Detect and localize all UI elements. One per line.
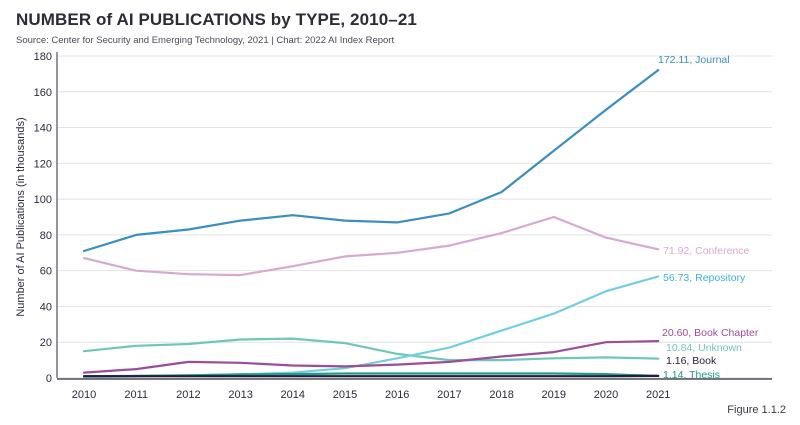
x-tick-label: 2019	[542, 389, 566, 401]
y-tick-label: 60	[40, 266, 52, 278]
x-tick-label: 2011	[124, 389, 148, 401]
x-tick-label: 2014	[281, 389, 305, 401]
x-tick-label: 2016	[385, 389, 409, 401]
grid-layer	[57, 55, 772, 379]
y-axis-title: Number of AI Publications (in thousands)	[15, 117, 27, 316]
y-tick-label: 80	[40, 230, 52, 242]
end-label-thesis: 1.14, Thesis	[663, 369, 720, 381]
y-tick-label: 40	[40, 301, 52, 313]
end-label-book: 1.16, Book	[666, 355, 717, 367]
y-tick-label: 140	[34, 123, 52, 135]
figure-number: Figure 1.1.2	[727, 404, 786, 416]
y-tick-label: 180	[34, 51, 52, 63]
end-label-conference: 71.92, Conference	[663, 245, 750, 257]
axis-layer: 0 20 40 60 80 100 120 140 160 180 2010 2011 2012 2013…	[15, 51, 772, 401]
x-tick-label: 2017	[437, 389, 461, 401]
end-label-unknown: 10.84, Unknown	[666, 342, 742, 354]
y-tick-label: 120	[34, 158, 52, 170]
series-layer	[82, 68, 660, 379]
label-layer: 172.11, Journal 71.92, Conference 56.73, R…	[658, 54, 759, 381]
series-line-conference	[82, 215, 660, 277]
y-tick-label: 0	[46, 373, 52, 385]
series-line-repository	[82, 275, 660, 379]
x-tick-label: 2012	[176, 389, 200, 401]
y-tick-label: 160	[34, 87, 52, 99]
chart-subtitle: Source: Center for Security and Emerging…	[16, 35, 395, 46]
end-label-repository: 56.73, Repository	[663, 272, 746, 284]
end-label-journal: 172.11, Journal	[658, 54, 730, 66]
series-line-journal	[82, 68, 660, 253]
x-tick-label: 2018	[489, 389, 513, 401]
series-line-unknown	[82, 337, 660, 362]
x-tick-label: 2015	[333, 389, 357, 401]
end-label-book-chapter: 20.60, Book Chapter	[662, 327, 759, 339]
y-tick-label: 100	[34, 194, 52, 206]
chart-title: NUMBER of AI PUBLICATIONS by TYPE, 2010–…	[16, 10, 417, 29]
y-tick-label: 20	[40, 337, 52, 349]
series-line-book-chapter	[82, 340, 660, 374]
x-tick-label: 2010	[72, 389, 96, 401]
x-tick-label: 2013	[228, 389, 252, 401]
x-tick-label: 2020	[594, 389, 618, 401]
x-tick-label: 2021	[646, 389, 670, 401]
